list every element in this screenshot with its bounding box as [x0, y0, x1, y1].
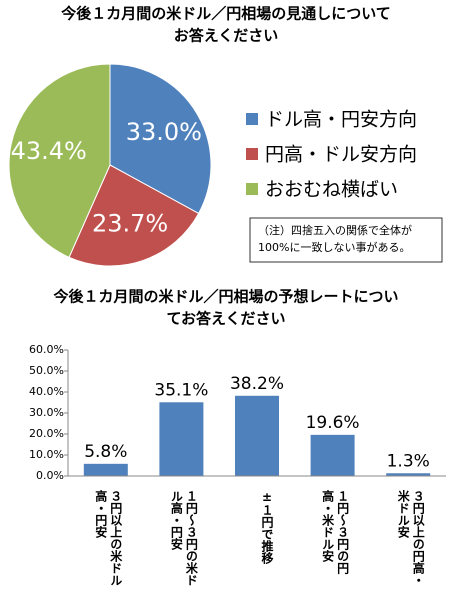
x-tick-label: ±１円で推移 — [260, 490, 274, 564]
data-label: 5.8% — [84, 442, 127, 462]
data-label: 23.7% — [92, 209, 168, 237]
pie-slice — [109, 63, 212, 215]
legend-swatch — [246, 113, 258, 125]
chart-title: てお答えください — [166, 310, 285, 328]
chart-title: 今後１カ月間の米ドル／円相場の見通しについて — [60, 5, 391, 23]
legend-label: 円高・ドル安方向 — [265, 144, 417, 166]
bar — [386, 473, 431, 476]
legend-swatch — [246, 183, 258, 195]
bar — [83, 463, 128, 476]
annotation: （注）四捨五入の関係で全体が — [258, 223, 412, 237]
x-tick-label: ３円以上の米ドル高・円安 — [93, 490, 123, 586]
legend-label: おおむね横ばい — [265, 179, 398, 201]
chart-title: お答えください — [174, 27, 279, 45]
pie-slice — [8, 63, 111, 258]
y-tick-label: 60.0% — [29, 343, 64, 356]
chart-title: 今後１カ月間の米ドル／円相場の予想レートについ — [52, 288, 398, 306]
pie-slice — [68, 164, 200, 267]
x-tick-label: １円～３円の円高・米ドル安 — [320, 490, 350, 574]
data-label: 35.1% — [154, 380, 208, 400]
x-tick-label: ３円以上の円高・米ドル安 — [396, 490, 426, 586]
y-tick-label: 20.0% — [29, 427, 64, 440]
y-tick-label: 50.0% — [29, 364, 64, 377]
data-label: 43.4% — [11, 137, 87, 165]
y-tick-label: 40.0% — [29, 385, 64, 398]
legend-swatch — [246, 148, 258, 160]
data-label: 38.2% — [230, 374, 284, 394]
bar — [159, 402, 204, 476]
data-label: 1.3% — [387, 451, 430, 471]
bar — [310, 434, 355, 476]
note-box — [249, 217, 443, 263]
data-label: 33.0% — [126, 118, 202, 146]
y-tick-label: 10.0% — [29, 448, 64, 461]
x-tick-label: １円～３円の米ドル高・円安 — [169, 490, 199, 586]
annotation: 100%に一致しない事がある。 — [258, 240, 410, 254]
bar — [235, 395, 279, 476]
legend-label: ドル高・円安方向 — [265, 109, 417, 131]
data-label: 19.6% — [306, 413, 360, 433]
y-tick-label: 0.0% — [36, 469, 64, 482]
y-tick-label: 30.0% — [29, 406, 64, 419]
